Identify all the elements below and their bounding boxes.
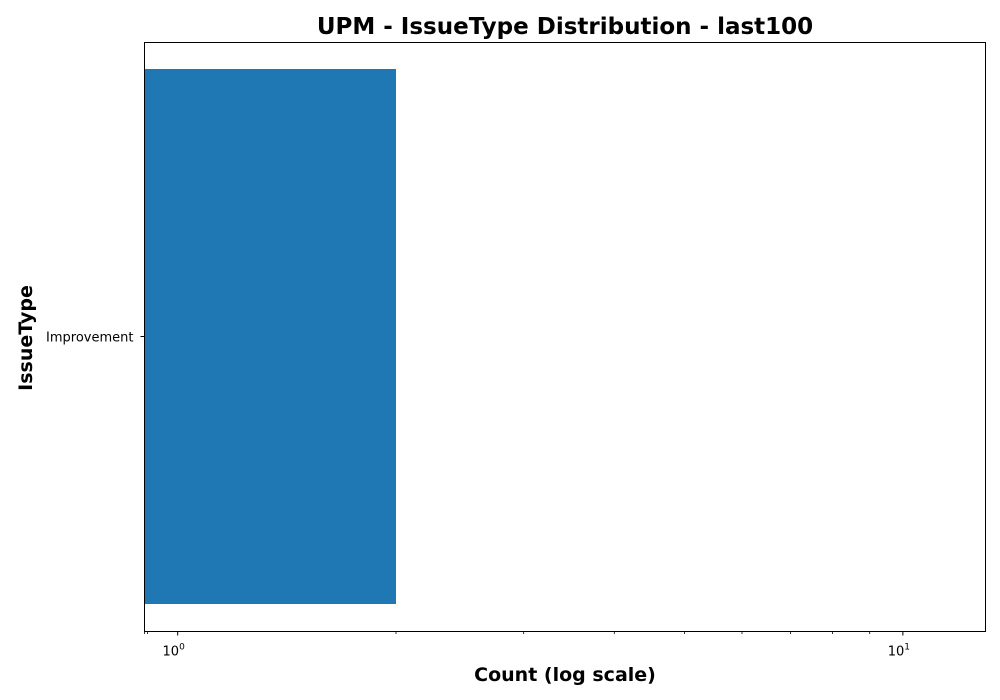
x-tick-label: 100: [163, 643, 186, 660]
axis-ticks: Improvement 100 101: [46, 331, 910, 660]
y-tick-label: Improvement: [46, 331, 133, 346]
x-axis-label: Count (log scale): [474, 664, 656, 686]
x-tick-label: 101: [888, 643, 910, 660]
bar-improvement: [144, 69, 396, 604]
y-axis-label: IssueType: [15, 285, 37, 391]
chart-title: UPM - IssueType Distribution - last100: [317, 14, 813, 40]
plot-area: [144, 69, 396, 604]
